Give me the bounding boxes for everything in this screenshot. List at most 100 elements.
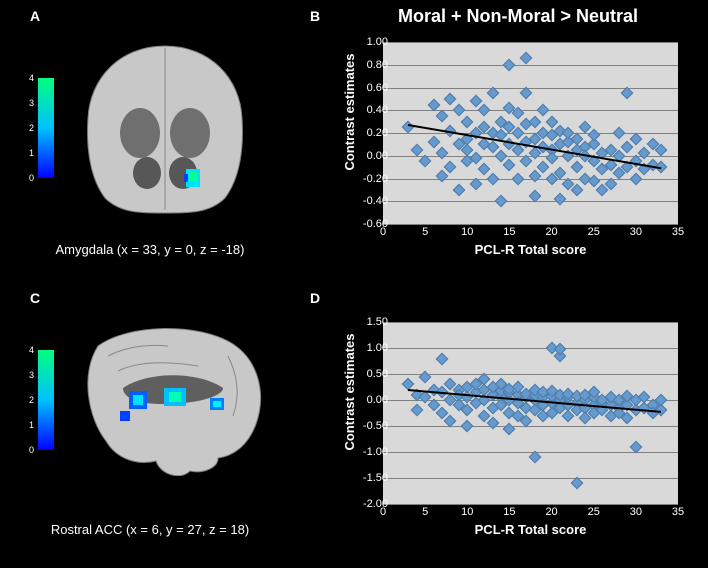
scatter-point	[528, 189, 541, 202]
scatter-point	[520, 52, 533, 65]
scatter-point	[570, 161, 583, 174]
ytick-label: 0.20	[348, 127, 388, 139]
ytick-label: 1.00	[348, 36, 388, 48]
ytick-label: 0.00	[348, 150, 388, 162]
ytick-label: 1.50	[348, 316, 388, 328]
scatter-point	[402, 121, 415, 134]
scatter-point	[427, 136, 440, 149]
scatter-point	[486, 417, 499, 430]
scatter-point	[629, 172, 642, 185]
xtick-label: 30	[630, 506, 642, 518]
ytick-label: -1.50	[348, 472, 388, 484]
colorbar-tick: 0	[22, 173, 34, 183]
scatter-point	[419, 370, 432, 383]
colorbar-tick: 4	[22, 345, 34, 355]
xtick-label: 10	[461, 506, 473, 518]
xtick-label: 30	[630, 226, 642, 238]
scatter-point	[478, 104, 491, 117]
figure-title: Moral + Non-Moral > Neutral	[348, 6, 688, 27]
gridline	[383, 88, 678, 89]
panel-c-brain: 01234	[20, 308, 280, 528]
scatter-point	[452, 104, 465, 117]
gridline	[383, 201, 678, 202]
ytick-label: 0.40	[348, 104, 388, 116]
colorbar-tick: 3	[22, 98, 34, 108]
scatter-point	[621, 412, 634, 425]
scatter-point	[520, 155, 533, 168]
scatter-point	[452, 184, 465, 197]
scatter-point	[537, 161, 550, 174]
xtick-label: 0	[380, 226, 386, 238]
gridline	[383, 452, 678, 453]
scatter-point	[613, 127, 626, 140]
xtick-label: 35	[672, 226, 684, 238]
ytick-label: 0.80	[348, 59, 388, 71]
scatter-point	[444, 93, 457, 106]
scatter-point	[410, 404, 423, 417]
caption-a: Amygdala (x = 33, y = 0, z = -18)	[15, 242, 285, 257]
colorbar-tick: 2	[22, 395, 34, 405]
panel-a-brain: 0 1 2 3 4	[20, 28, 280, 248]
scatter-point	[503, 158, 516, 171]
panel-label-b: B	[310, 8, 320, 24]
plot-area-b	[383, 42, 678, 224]
scatter-point	[520, 87, 533, 100]
scatter-point	[587, 129, 600, 142]
scatter-point	[511, 172, 524, 185]
scatter-point	[545, 152, 558, 165]
brain-sagittal-svg	[68, 316, 268, 476]
colorbar-tick: 3	[22, 370, 34, 380]
scatter-point	[478, 163, 491, 176]
gridline	[383, 426, 678, 427]
colorbar-a	[38, 78, 54, 178]
panel-label-a: A	[30, 8, 40, 24]
scatter-point	[410, 144, 423, 157]
scatter-point	[444, 161, 457, 174]
chart-d: Contrast estimates PCL-R Total score -2.…	[328, 312, 688, 542]
ytick-label: -0.20	[348, 173, 388, 185]
scatter-point	[503, 422, 516, 435]
ytick-label: 0.50	[348, 368, 388, 380]
colorbar-tick: 4	[22, 73, 34, 83]
xtick-label: 20	[545, 506, 557, 518]
scatter-point	[436, 170, 449, 183]
xtick-label: 5	[422, 226, 428, 238]
xtick-label: 15	[503, 506, 515, 518]
scatter-point	[436, 147, 449, 160]
gridline	[383, 65, 678, 66]
xtick-label: 25	[588, 506, 600, 518]
scatter-point	[629, 132, 642, 145]
xtick-label: 15	[503, 226, 515, 238]
scatter-point	[545, 115, 558, 128]
scatter-point	[537, 104, 550, 117]
gridline	[383, 504, 678, 505]
colorbar-tick: 2	[22, 123, 34, 133]
scatter-point	[528, 170, 541, 183]
scatter-point	[503, 58, 516, 71]
scatter-point	[554, 193, 567, 206]
scatter-point	[469, 178, 482, 191]
scatter-point	[486, 87, 499, 100]
scatter-point	[621, 87, 634, 100]
scatter-point	[495, 195, 508, 208]
scatter-point	[461, 115, 474, 128]
scatter-point	[486, 172, 499, 185]
colorbar-tick: 1	[22, 420, 34, 430]
xlabel-b: PCL-R Total score	[383, 242, 678, 257]
xtick-label: 20	[545, 226, 557, 238]
caption-c: Rostral ACC (x = 6, y = 27, z = 18)	[15, 522, 285, 537]
scatter-point	[419, 155, 432, 168]
gridline	[383, 322, 678, 323]
scatter-point	[436, 110, 449, 123]
gridline	[383, 348, 678, 349]
scatter-point	[427, 98, 440, 111]
xtick-label: 0	[380, 506, 386, 518]
ytick-label: -0.50	[348, 420, 388, 432]
plot-area-d	[383, 322, 678, 504]
xtick-label: 10	[461, 226, 473, 238]
panel-label-d: D	[310, 290, 320, 306]
colorbar-tick: 1	[22, 148, 34, 158]
gridline	[383, 110, 678, 111]
xtick-label: 5	[422, 506, 428, 518]
panel-label-c: C	[30, 290, 40, 306]
